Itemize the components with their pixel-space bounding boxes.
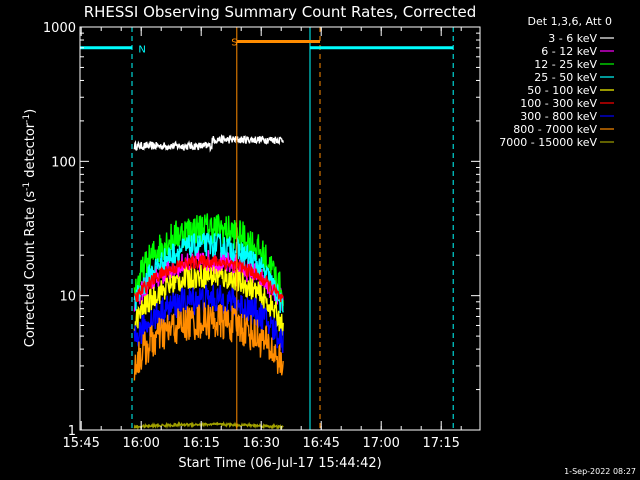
legend-label-2: 6 - 12 keV	[541, 45, 597, 58]
x-tick-label: 16:45	[302, 436, 339, 451]
annotation-label-2: S	[231, 37, 237, 48]
x-tick-label: 16:00	[122, 436, 159, 451]
x-tick-label: 17:15	[422, 436, 459, 451]
plot-lines	[133, 134, 284, 431]
x-tick-label: 16:30	[242, 436, 279, 451]
series-line-5	[133, 264, 284, 336]
legend-label-3: 12 - 25 keV	[534, 58, 597, 71]
y-tick-label: 10	[59, 290, 76, 305]
x-tick-label: 16:15	[182, 436, 219, 451]
y-tick-labels: 1 10 100 1000	[43, 21, 76, 439]
annotation-label-1: N	[138, 45, 145, 56]
orbit-annotations: NS	[79, 27, 454, 430]
legend-label-8: 800 - 7000 keV	[513, 123, 597, 136]
chart-title: RHESSI Observing Summary Count Rates, Co…	[84, 3, 477, 21]
legend-label-5: 50 - 100 keV	[527, 84, 597, 97]
timestamp: 1-Sep-2022 08:27	[564, 467, 636, 476]
x-axis-label: Start Time (06-Jul-17 15:44:42)	[178, 456, 381, 471]
series-line-6	[133, 254, 284, 303]
series-line-8	[133, 302, 284, 381]
axes	[79, 26, 481, 431]
legend-label-7: 300 - 800 keV	[520, 110, 597, 123]
x-tick-labels: 15:45 16:00 16:15 16:30 16:45 17:00 17:15	[62, 436, 459, 451]
y-tick-label: 1000	[43, 21, 76, 36]
legend-label-9: 7000 - 15000 keV	[499, 136, 597, 149]
x-tick-label: 17:00	[362, 436, 399, 451]
plot-frame	[79, 26, 481, 431]
legend-label-4: 25 - 50 keV	[534, 71, 597, 84]
y-tick-label: 1	[68, 424, 76, 439]
series-line-1	[133, 134, 284, 153]
legend-label-6: 100 - 300 keV	[520, 97, 597, 110]
series-line-9	[133, 420, 284, 431]
y-tick-label: 100	[51, 155, 76, 170]
x-tick-label: 15:45	[62, 436, 99, 451]
legend-title: Det 1,3,6, Att 0	[528, 15, 612, 28]
legend-label-1: 3 - 6 keV	[548, 32, 597, 45]
y-axis-label: Corrected Count Rate (s-1 detector-1)	[22, 109, 38, 347]
